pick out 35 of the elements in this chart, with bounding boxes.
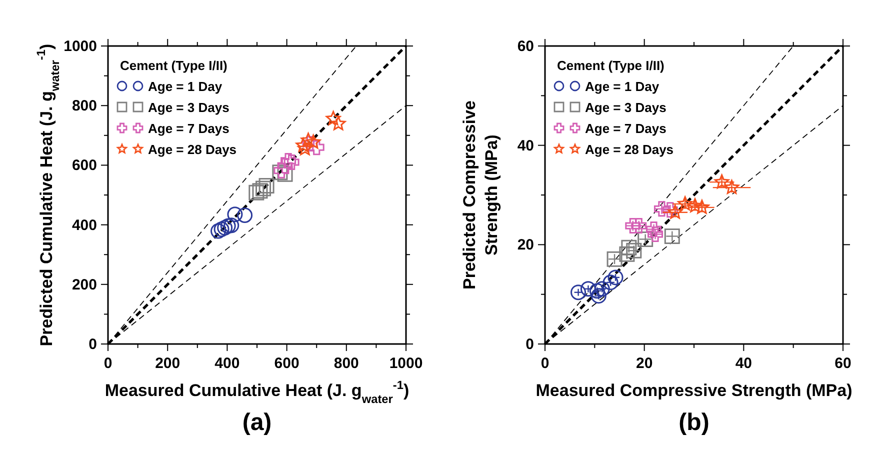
x-tick-label: 400	[214, 355, 240, 372]
x-axis-title: Measured Cumulative Heat (J. g$_{water}$$^{-1}$)	[104, 378, 410, 406]
x-tick-label: 0	[540, 355, 550, 372]
y-tick-label: 20	[517, 236, 534, 254]
legend-title: Cement (Type I/II)	[120, 58, 228, 73]
x-tick-label: 20	[636, 355, 653, 372]
legend-label: Age = 28 Days	[585, 142, 674, 157]
legend-label: Age = 3 Days	[148, 100, 230, 115]
text: (a)	[242, 409, 272, 436]
legend-label: Age = 7 Days	[148, 121, 230, 136]
x-tick-label: 600	[274, 355, 300, 372]
y-axis-title: Predicted Compressive Strength (MPa)	[460, 100, 501, 290]
y-tick-label: 400	[72, 216, 97, 234]
y-tick-label: 0	[88, 336, 97, 353]
legend-label: Age = 1 Day	[585, 79, 660, 94]
x-tick-label: 200	[155, 355, 180, 372]
y-tick-label: 800	[72, 98, 97, 115]
y-tick-label: 200	[72, 276, 97, 294]
text: (b)	[678, 409, 710, 436]
y-tick-label: 40	[517, 137, 534, 154]
legend-label: Age = 1 Day	[148, 79, 223, 94]
x-tick-label: 0	[104, 355, 112, 372]
y-tick-label: 0	[526, 336, 534, 353]
y-tick-label: 60	[517, 38, 534, 55]
x-tick-label: 800	[334, 355, 359, 372]
legend-label: Age = 7 Days	[585, 121, 666, 136]
legend-label: Age = 28 Days	[148, 142, 237, 157]
legend-label: Age = 3 Days	[585, 100, 666, 115]
x-axis-title: Measured Compressive Strength (MPa)	[536, 381, 852, 400]
legend-title: Cement (Type I/II)	[557, 58, 664, 73]
x-tick-label: 60	[834, 355, 852, 372]
x-tick-label: 1000	[389, 355, 423, 372]
y-tick-label: 600	[72, 157, 97, 174]
y-tick-label: 1000	[64, 38, 97, 55]
x-tick-label: 40	[735, 355, 752, 372]
